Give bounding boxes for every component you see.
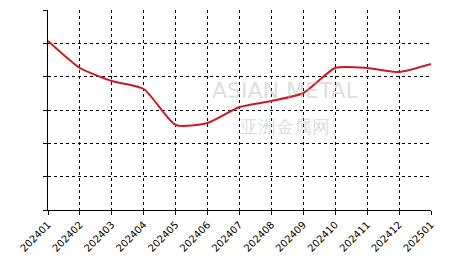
svg-text:202407: 202407 (210, 219, 245, 254)
svg-text:202403: 202403 (82, 219, 117, 254)
svg-text:202409: 202409 (273, 219, 308, 254)
svg-text:202406: 202406 (178, 219, 213, 254)
svg-text:亚洲金属网: 亚洲金属网 (240, 116, 330, 137)
svg-text:202411: 202411 (337, 219, 372, 254)
svg-text:202404: 202404 (114, 219, 149, 254)
svg-text:202402: 202402 (50, 219, 85, 254)
svg-text:202501: 202501 (401, 219, 436, 254)
svg-text:202405: 202405 (146, 219, 181, 254)
svg-text:202410: 202410 (305, 219, 340, 254)
svg-text:202408: 202408 (242, 219, 277, 254)
svg-text:202412: 202412 (369, 219, 404, 254)
svg-text:ASIAN METAL: ASIAN METAL (212, 78, 359, 103)
svg-text:202401: 202401 (18, 219, 53, 254)
